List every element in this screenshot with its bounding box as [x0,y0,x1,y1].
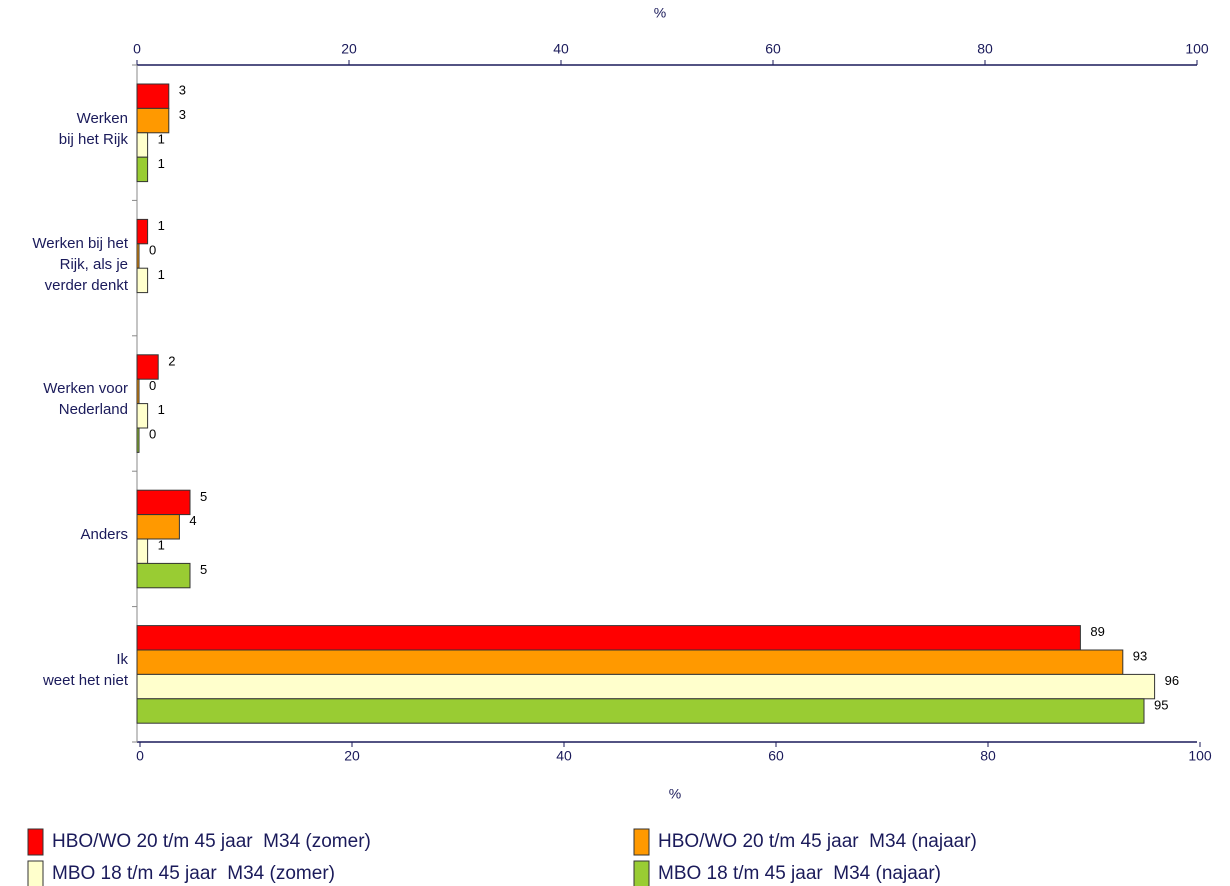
legend-label: MBO 18 t/m 45 jaar M34 (najaar) [658,863,941,884]
data-label: 1 [158,538,165,553]
data-label: 96 [1165,673,1179,688]
x-tick-label-bottom: 40 [556,748,572,764]
bar [136,243,140,269]
x-tick-label-top: 40 [553,41,569,57]
bar [136,132,149,158]
legend-label: HBO/WO 20 t/m 45 jaar M34 (najaar) [658,831,977,852]
data-label: 89 [1090,624,1104,639]
bar [136,267,149,294]
data-label: 1 [158,402,165,417]
data-label: 93 [1133,649,1147,664]
x-axis-title-bottom: % [669,786,681,802]
data-label: 95 [1154,697,1168,712]
x-tick-label-top: 20 [341,41,357,57]
x-tick-label-bottom: 0 [136,748,144,764]
legend-swatch [27,828,44,856]
x-tick-label-bottom: 100 [1188,748,1212,764]
bar [136,489,191,516]
bar [136,156,149,183]
legend-label: HBO/WO 20 t/m 45 jaar M34 (zomer) [52,831,371,852]
data-label: 4 [189,513,196,528]
data-label: 5 [200,562,207,577]
x-tick-label-top: 100 [1185,41,1209,57]
bar [136,649,1124,675]
legend-swatch [633,860,650,886]
bar [136,538,149,564]
x-tick-label-bottom: 20 [344,748,360,764]
bar [136,403,149,429]
bar [136,625,1081,651]
legend-swatch [27,860,44,886]
data-label: 1 [158,267,165,282]
category-label: Werken bij het Rijk [58,109,128,148]
data-label: 0 [149,378,156,393]
x-tick-label-top: 80 [977,41,993,57]
data-label: 1 [158,131,165,146]
data-label: 3 [179,107,186,122]
x-tick-label-top: 60 [765,41,781,57]
bar [136,354,159,380]
bar [136,378,140,405]
x-tick-label-top: 0 [133,41,141,57]
x-tick-label-bottom: 60 [768,748,784,764]
category-label: Werken bij het Rijk, als je verder denkt [32,234,128,294]
bar [136,698,1145,724]
legend-swatch [633,828,650,856]
bar [136,107,170,134]
bar [136,673,1156,700]
bar [136,83,170,109]
data-label: 0 [149,427,156,442]
data-label: 1 [158,156,165,171]
bar [136,218,149,245]
data-label: 5 [200,489,207,504]
bar [136,514,180,540]
x-tick-label-bottom: 80 [980,748,996,764]
data-label: 2 [168,353,175,368]
data-label: 0 [149,242,156,257]
x-axis-title-top: % [654,5,666,21]
data-label: 1 [158,218,165,233]
bar [136,427,140,453]
category-label: Werken voor Nederland [43,380,128,419]
category-label: Ik weet het niet [42,651,128,690]
category-label: Anders [80,526,128,544]
bar [136,562,191,589]
data-label: 3 [179,83,186,98]
legend-label: MBO 18 t/m 45 jaar M34 (zomer) [52,863,335,884]
